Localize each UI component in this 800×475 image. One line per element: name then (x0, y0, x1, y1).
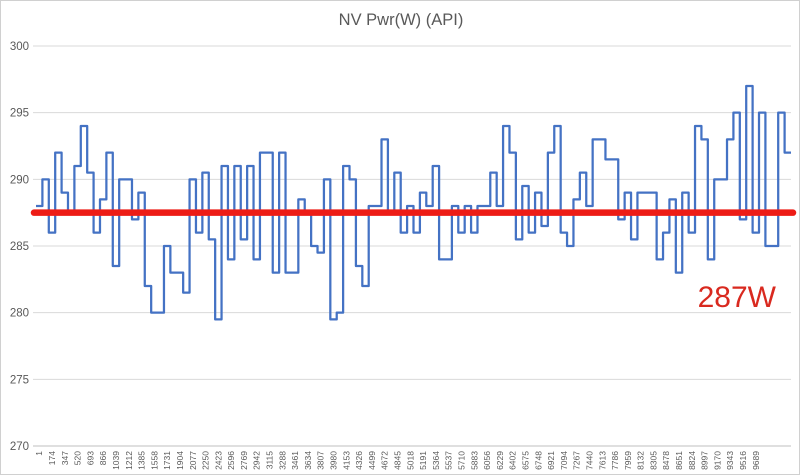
x-axis-tick-label: 2942 (252, 451, 262, 470)
x-axis-tick-label: 1731 (162, 451, 172, 470)
x-axis-tick-label: 3461 (290, 451, 300, 470)
x-axis-tick-label: 3807 (316, 451, 326, 470)
x-axis-tick-label: 3980 (329, 451, 339, 470)
x-axis-tick-label: 5018 (405, 451, 415, 470)
x-axis-tick-label: 2077 (188, 451, 198, 470)
x-axis-tick-label: 5883 (469, 451, 479, 470)
x-axis-tick-label: 8651 (674, 451, 684, 470)
y-axis-labels-group: 270 275 280 285 290 295 300 (10, 41, 29, 453)
x-axis-tick-label: 5364 (431, 451, 441, 470)
chart-title: NV Pwr(W) (API) (339, 11, 464, 29)
y-axis-tick-label: 290 (10, 174, 29, 186)
x-axis-tick-label: 7786 (610, 451, 620, 470)
x-axis-tick-label: 4499 (367, 451, 377, 470)
x-axis-tick-label: 4672 (380, 451, 390, 470)
x-axis-tick-label: 7613 (597, 451, 607, 470)
power-series-line (36, 84, 791, 321)
y-axis-tick-label: 300 (10, 41, 29, 53)
x-axis-tick-label: 1 (34, 451, 44, 456)
x-axis-tick-label: 6921 (546, 451, 556, 470)
x-axis-tick-label: 8305 (648, 451, 658, 470)
x-axis-tick-label: 1904 (175, 451, 185, 470)
x-axis-tick-label: 866 (98, 451, 108, 465)
x-axis-tick-label: 4845 (393, 451, 403, 470)
x-axis-tick-label: 3634 (303, 451, 313, 470)
x-axis-tick-label: 1385 (137, 451, 147, 470)
x-axis-tick-label: 7440 (584, 451, 594, 470)
x-axis-tick-label: 3288 (277, 451, 287, 470)
y-axis-tick-label: 275 (10, 374, 29, 386)
y-axis-tick-label: 295 (10, 108, 29, 120)
x-axis-tick-label: 6056 (482, 451, 492, 470)
x-axis-tick-label: 174 (47, 451, 57, 465)
x-axis-tick-label: 7267 (572, 451, 582, 470)
x-axis-tick-label: 9689 (751, 451, 761, 470)
x-axis-tick-label: 9516 (738, 451, 748, 470)
x-axis-tick-label: 2250 (201, 451, 211, 470)
y-axis-tick-label: 285 (10, 241, 29, 253)
x-axis-tick-label: 1212 (124, 451, 134, 470)
x-axis-tick-label: 5537 (444, 451, 454, 470)
x-axis-tick-label: 1558 (149, 451, 159, 470)
gridlines-group (33, 45, 791, 447)
x-axis-tick-label: 9170 (712, 451, 722, 470)
x-axis-tick-label: 6229 (495, 451, 505, 470)
x-axis-tick-label: 8997 (700, 451, 710, 470)
x-axis-tick-label: 8824 (687, 451, 697, 470)
x-axis-tick-label: 5191 (418, 451, 428, 470)
x-axis-tick-label: 9343 (725, 451, 735, 470)
x-axis-tick-label: 6748 (533, 451, 543, 470)
x-axis-tick-label: 3115 (265, 451, 275, 470)
x-axis-tick-label: 6402 (508, 451, 518, 470)
x-axis-labels-group: 1 174 347 520 693 866 1039 1212 1385 1558 1731 1904… (34, 451, 761, 470)
x-axis-tick-label: 8478 (661, 451, 671, 470)
x-axis-tick-label: 5710 (456, 451, 466, 470)
x-axis-tick-label: 2596 (226, 451, 236, 470)
y-axis-tick-label: 270 (10, 441, 29, 453)
x-axis-tick-label: 4326 (354, 451, 364, 470)
reference-value-annotation: 287W (698, 281, 777, 314)
x-axis-tick-label: 693 (85, 451, 95, 465)
x-axis-tick-label: 7959 (623, 451, 633, 470)
x-axis-tick-label: 1039 (111, 451, 121, 470)
x-axis-tick-label: 7094 (559, 451, 569, 470)
y-axis-tick-label: 280 (10, 308, 29, 320)
x-axis-tick-label: 347 (60, 451, 70, 465)
series-group (30, 84, 797, 321)
x-axis-tick-label: 8132 (636, 451, 646, 470)
x-axis-tick-label: 2769 (239, 451, 249, 470)
x-axis-tick-label: 6575 (520, 451, 530, 470)
x-axis-tick-label: 2423 (213, 451, 223, 470)
x-axis-tick-label: 520 (73, 451, 83, 465)
x-axis-tick-label: 4153 (341, 451, 351, 470)
